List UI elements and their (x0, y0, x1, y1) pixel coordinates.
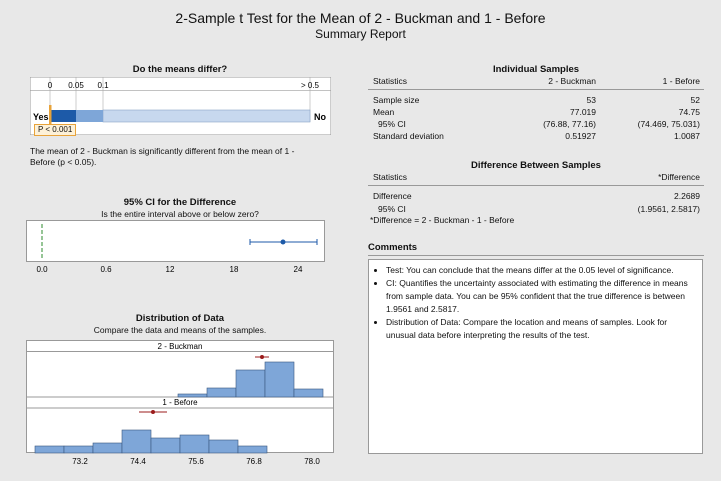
means-differ-heading: Do the means differ? (132, 64, 228, 75)
dist-axis-label-1: 73.2 (72, 457, 88, 466)
p-value-badge: P < 0.001 (34, 124, 77, 136)
p-zone-dark (50, 110, 76, 122)
p-value-text: P < 0.001 (38, 125, 73, 134)
ci-axis-label-4: 18 (230, 265, 239, 274)
ci-graphic: 0.0 0.6 12 18 24 (26, 220, 325, 274)
table-header-b: 1 - Before (662, 76, 700, 86)
cell-b: (74.469, 75.031) (637, 119, 700, 129)
p-zone-mid (76, 110, 103, 122)
ci-axis-label-2: 0.6 (100, 265, 112, 274)
hist-bar-group2 (179, 434, 210, 454)
group1-mean-point (260, 355, 264, 359)
comments-box: Test: You can conclude that the means di… (368, 259, 703, 454)
ci-heading: 95% CI for the Difference (123, 197, 237, 208)
cell-a: 53 (586, 95, 596, 105)
cell-b: 52 (690, 95, 700, 105)
hist-bar-group2 (92, 442, 123, 454)
p-scale-label-005: 0.05 (68, 81, 84, 90)
group1-header (26, 340, 334, 352)
hist-bar-group2 (237, 445, 268, 454)
difference-between-heading: Difference Between Samples (471, 160, 601, 171)
ci-difference-point (280, 239, 286, 245)
group2-mean-point (151, 410, 155, 414)
means-differ-conclusion: The mean of 2 - Buckman is significantly… (30, 146, 295, 167)
no-label: No (314, 112, 326, 122)
p-value-marker (49, 105, 52, 125)
hist-bar-group2 (34, 445, 65, 454)
yes-label: Yes (33, 112, 49, 122)
row-label: 95% CI (378, 119, 406, 129)
p-scale-label-0: 0 (48, 81, 53, 90)
hist-bar-group1 (206, 387, 237, 398)
distribution-subheading: Compare the data and means of the sample… (93, 325, 267, 335)
hist-bar-group1 (235, 369, 266, 398)
individual-samples-table: Statistics 2 - Buckman 1 - Before Sample… (368, 76, 704, 160)
p-scale-label-05: > 0.5 (301, 81, 320, 90)
hist-bar-group1 (264, 361, 295, 398)
dist-axis-label-2: 74.4 (130, 457, 146, 466)
hist-bar-group2 (121, 429, 152, 454)
diff-header-statistics: Statistics (373, 172, 408, 182)
comments-list: Test: You can conclude that the means di… (372, 264, 699, 342)
distribution-graphic: 2 - Buckman 1 - Before 73.2 74.4 75.6 76… (26, 340, 334, 466)
comment-item: Test: You can conclude that the means di… (386, 264, 699, 277)
distribution-heading: Distribution of Data (135, 313, 225, 324)
ci-axis-label-5: 24 (294, 265, 303, 274)
group2-label: 1 - Before (162, 398, 198, 407)
report-title: 2-Sample t Test for the Mean of 2 - Buck… (175, 10, 546, 26)
hist-bar-group2 (150, 437, 181, 454)
table-header-statistics: Statistics (373, 76, 408, 86)
difference-footnote: *Difference = 2 - Buckman - 1 - Before (370, 215, 515, 225)
means-differ-frame (29, 76, 332, 136)
table-header-a: 2 - Buckman (548, 76, 596, 86)
p-zone-light (102, 109, 311, 123)
comments-heading: Comments (368, 242, 418, 253)
row-label: Difference (373, 191, 412, 201)
comment-item: Distribution of Data: Compare the locati… (386, 316, 699, 342)
dist-axis-label-5: 78.0 (304, 457, 320, 466)
row-label: 95% CI (378, 204, 406, 214)
comment-item: CI: Quantifies the uncertainty associate… (386, 277, 699, 316)
cell-b: 1.0087 (674, 131, 700, 141)
p-scale-label-01: 0.1 (97, 81, 109, 90)
hist-bar-group2 (208, 439, 239, 454)
ci-chart: 0.0 0.6 12 18 24 (26, 220, 336, 276)
cell-value: (1.9561, 2.5817) (637, 204, 700, 214)
ci-axis-label-1: 0.0 (36, 265, 48, 274)
group1-label: 2 - Buckman (158, 342, 203, 351)
hist-bar-group2 (63, 445, 94, 454)
ci-question: Is the entire interval above or below ze… (101, 209, 259, 219)
dist-axis-label-3: 75.6 (188, 457, 204, 466)
hist-bar-group1 (177, 393, 208, 398)
dist-axis-label-4: 76.8 (246, 457, 262, 466)
hist-bar-group1 (293, 388, 324, 398)
report-subtitle: Summary Report (315, 27, 406, 41)
row-label: Standard deviation (373, 131, 444, 141)
ci-plot-frame (26, 220, 325, 262)
diff-header-difference: *Difference (658, 172, 700, 182)
ci-axis-label-3: 12 (166, 265, 175, 274)
row-label: Sample size (373, 95, 420, 105)
cell-b: 74.75 (678, 107, 700, 117)
cell-value: 2.2689 (674, 191, 700, 201)
cell-a: 0.51927 (565, 131, 596, 141)
individual-samples-heading: Individual Samples (492, 64, 580, 75)
row-label: Mean (373, 107, 395, 117)
distribution-chart: 2 - Buckman 1 - Before 73.2 74.4 75.6 76… (26, 340, 336, 468)
cell-a: (76.88, 77.16) (543, 119, 596, 129)
means-differ-panel: 0 0.05 0.1 > 0.5 Yes No P < 0.001 (29, 76, 332, 136)
means-differ-graphic: 0 0.05 0.1 > 0.5 Yes No (29, 76, 332, 136)
difference-table: Statistics *Difference Difference 2.2689… (368, 172, 704, 228)
cell-a: 77.019 (570, 107, 596, 117)
